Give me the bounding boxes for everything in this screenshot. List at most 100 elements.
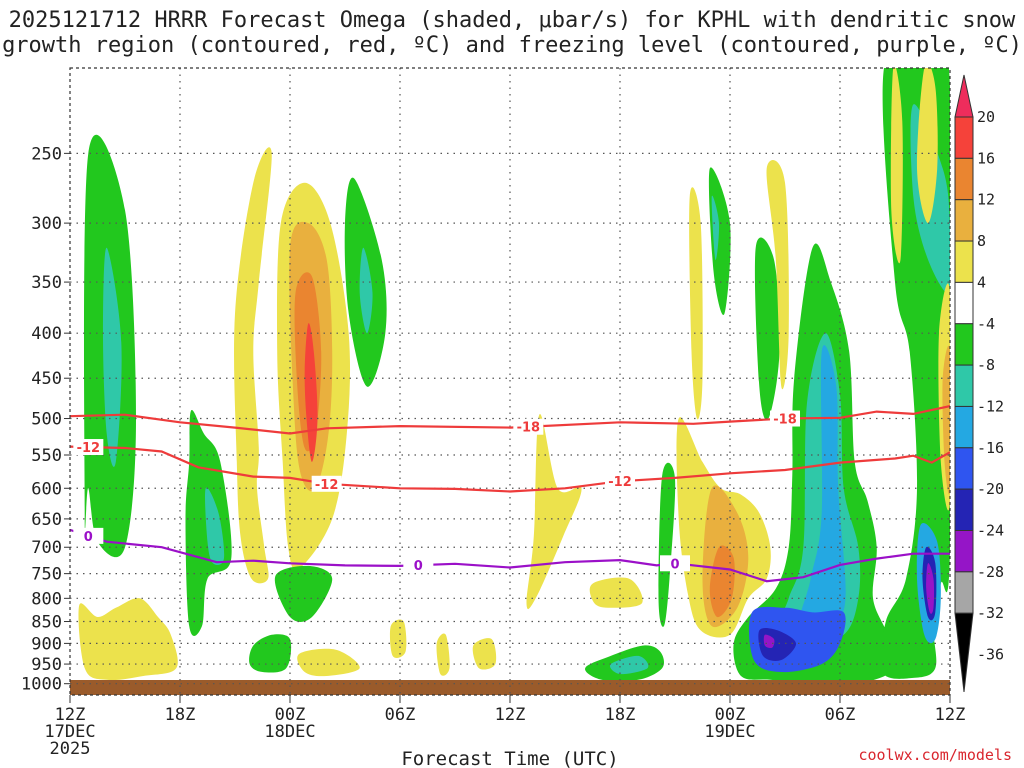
colorbar-label: 12 [977,191,995,209]
chart-title-line2: growth region (contoured, red, ºC) and f… [2,33,1022,58]
y-tick-label: 250 [31,144,62,164]
colorbar-segment [954,571,974,614]
temperature-contours: -18 -18 -12 -12 -12 0 0 0 [70,405,950,583]
isotherm-minus18-label: -18 [517,421,541,436]
freezing-level-label: 0 [84,530,93,545]
omega-region [711,195,720,261]
y-tick-label: 350 [31,273,62,293]
x-axis-title: Forecast Time (UTC) [401,748,618,768]
isotherm-minus18-label-bg [513,418,544,435]
x-tick-year: 2025 [50,739,91,759]
plot-grid [70,68,950,695]
omega-region [436,633,450,676]
y-tick-label: 400 [31,324,62,344]
x-tick-date: 18DEC [264,722,315,742]
isotherm-minus18-line [70,405,950,435]
isotherm-minus12-label-bg [73,439,104,456]
x-tick-date: 19DEC [704,722,755,742]
isotherm-minus18-label-bg [770,410,800,427]
x-tick-label: 12Z [935,705,966,725]
x-tick-label: 12Z [495,705,526,725]
isotherm-minus12-label: -12 [608,475,632,490]
omega-region [234,147,272,584]
x-tick-label: 00Z [275,705,306,725]
y-tick-label: 900 [31,634,62,654]
isotherm-minus12-label-bg [605,473,635,490]
omega-region [689,187,703,420]
chart-title-line1: 2025121712 HRRR Forecast Omega (shaded, … [8,8,1016,33]
y-tick-label: 700 [31,538,62,558]
omega-region [526,414,582,610]
omega-region [709,545,735,618]
y-tick-label: 550 [31,446,62,466]
colorbar-label: -8 [977,356,995,374]
omega-region [589,577,643,608]
x-tick-label: 06Z [825,705,856,725]
colorbar-segment [954,116,974,159]
omega-region [926,563,935,614]
omega-region [799,345,846,631]
colorbar-label: -24 [977,522,1004,540]
colorbar-label: -4 [977,315,995,333]
y-tick-label: 450 [31,369,62,389]
x-tick-date: 17DEC [44,722,95,742]
freezing-level-label: 0 [414,559,423,574]
colorbar-label: -12 [977,397,1004,415]
omega-region [359,247,373,334]
colorbar-segment [954,281,974,325]
y-tick-label: 500 [31,410,62,430]
colorbar-segment [954,323,974,366]
isotherm-minus12-label: -12 [77,441,101,456]
isotherm-minus18-label: -18 [773,413,797,428]
isotherm-minus12-label: -12 [315,478,339,493]
colorbar-segment [954,447,974,490]
colorbar-label: 8 [977,232,986,250]
omega-region [916,68,938,224]
freezing-level-label-bg [403,557,434,574]
ground-band [70,680,950,695]
freezing-level-label-bg [660,555,690,572]
colorbar-segment [954,612,974,693]
y-tick-label: 300 [31,214,62,234]
x-tick-label: 18Z [165,705,196,725]
colorbar-label: -20 [977,480,1004,498]
y-tick-label: 850 [31,613,62,633]
x-tick-label: 00Z [715,705,746,725]
colorbar-label: 4 [977,273,986,291]
x-tick-label: 18Z [605,705,636,725]
colorbar: 20 16 12 8 4 -4 -8 -12 -16 -20 -24 -28 -32 -36 [954,74,1004,693]
freezing-level-label: 0 [670,557,679,572]
colorbar-segment [954,488,974,531]
y-tick-label: 1000 [21,675,62,695]
y-tick-label: 650 [31,510,62,530]
colorbar-segment [954,240,974,283]
freezing-level-label-bg [73,527,104,544]
omega-region [766,160,789,390]
omega-region [763,634,775,649]
x-tick-label: 06Z [385,705,416,725]
y-tick-label: 600 [31,479,62,499]
y-tick-label: 750 [31,565,62,585]
omega-region [78,598,178,681]
omega-region [890,68,903,264]
colorbar-segment [954,405,974,449]
colorbar-segment [954,364,974,407]
colorbar-segment [954,157,974,201]
omega-shading [78,68,950,686]
y-tick-label: 800 [31,589,62,609]
omega-region [297,648,360,677]
omega-region [658,462,676,627]
colorbar-label: -28 [977,563,1004,581]
omega-region [274,565,333,622]
omega-region [389,619,407,659]
isotherm-minus12-line [70,445,950,493]
colorbar-segment [954,530,974,573]
colorbar-segment [954,199,974,242]
omega-region [249,634,292,673]
y-axis-pressure: 250 300 350 400 450 500 550 600 650 700 750 800 8509… [21,144,70,695]
omega-region [472,638,497,670]
colorbar-label: 20 [977,108,995,126]
credit-text: coolwx.com/models [858,746,1012,764]
